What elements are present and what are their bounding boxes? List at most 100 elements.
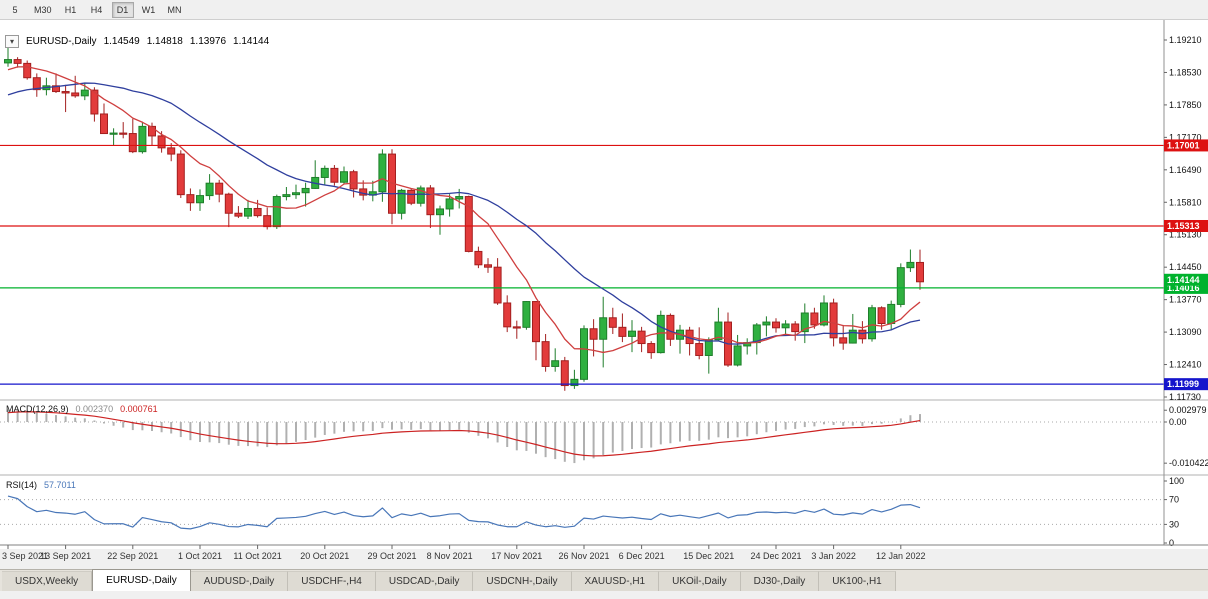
candle-body (493, 266, 502, 304)
timeframe-button-5[interactable]: 5 (12, 4, 18, 15)
candle-body (23, 62, 32, 79)
rsi-indicator-label: RSI(14) 57.7011 (6, 480, 76, 490)
candle-body (90, 89, 99, 115)
candle-body (829, 302, 838, 339)
candle-body (263, 215, 272, 228)
chart-tab-USDCNH-Daily[interactable]: USDCNH-,Daily (473, 571, 572, 591)
ohlc-close: 1.14144 (233, 36, 270, 47)
ma-slow-line (7, 82, 921, 345)
candle-body (292, 192, 300, 196)
date-axis-label: 1 Oct 2021 (178, 551, 222, 561)
candle-body (512, 326, 521, 329)
candle-body (800, 312, 809, 333)
candle-body (349, 171, 358, 190)
svg-text:1.17001: 1.17001 (1167, 140, 1200, 150)
chart-tabs-bar: USDX,Weekly EURUSD-,Daily AUDUSD-,Daily USD… (0, 569, 1208, 591)
horizontal-levels (0, 144, 1164, 385)
timeframe-button-W1[interactable]: W1 (141, 4, 156, 15)
rsi-panel: 100 70 30 0 (0, 476, 1184, 548)
candle-body (887, 303, 896, 324)
candle-body (599, 317, 608, 340)
price-chart-svg[interactable]: 1.19210 1.18530 1.17850 1.17170 1.16490 1.158… (0, 20, 1208, 569)
ma-fast-line (7, 66, 921, 354)
candle-body (128, 133, 137, 153)
candle-body (781, 323, 790, 329)
candle-body (695, 343, 704, 356)
candle-body (580, 328, 588, 380)
candle-body (272, 196, 281, 228)
candle-body (244, 207, 252, 217)
candle-body (868, 307, 876, 340)
candle-body (560, 360, 569, 387)
candle-body (551, 360, 560, 367)
macd-main-value: 0.002370 (75, 404, 114, 414)
svg-text:1.15313: 1.15313 (1167, 221, 1200, 231)
timeframe-button-H4[interactable]: H4 (90, 4, 103, 15)
candle-body (704, 339, 713, 356)
candle-body (877, 307, 886, 324)
date-axis-label: 13 Sep 2021 (40, 551, 91, 561)
price-axis-label: 1.15810 (1169, 197, 1202, 207)
window-bottom-strip (0, 591, 1208, 599)
date-axis-label: 12 Jan 2022 (876, 551, 926, 561)
candle-body (647, 343, 656, 354)
chart-tab-EURUSD-Daily[interactable]: EURUSD-,Daily (92, 569, 191, 591)
candle-body (330, 167, 339, 183)
candle-body (532, 301, 540, 343)
chart-tab-USDCHF-H4[interactable]: USDCHF-,H4 (288, 571, 376, 591)
timeframe-button-M30[interactable]: M30 (34, 4, 52, 15)
candle-body (916, 261, 924, 283)
candle-body (436, 208, 444, 216)
candle-body (426, 187, 435, 216)
date-axis-label: 22 Sep 2021 (107, 551, 158, 561)
candle-body (445, 198, 454, 210)
candle-body (397, 189, 406, 214)
candle-body (791, 323, 800, 333)
one-click-trading-collapse-icon[interactable]: ▾ (5, 35, 19, 48)
ohlc-low: 1.13976 (189, 36, 227, 47)
chart-tab-XAUUSD-H1[interactable]: XAUUSD-,H1 (571, 571, 660, 591)
chart-tab-UKOil-Daily[interactable]: UKOil-,Daily (659, 571, 741, 591)
date-axis-label: 3 Sep 2021 (2, 551, 48, 561)
rsi-axis-label: 30 (1169, 519, 1179, 529)
candle-body (762, 321, 771, 326)
macd-axis-label: -0.010422 (1169, 458, 1208, 468)
price-axis-label: 1.18530 (1169, 67, 1202, 77)
date-axis-label: 20 Oct 2021 (300, 551, 349, 561)
chart-tab-UK100-H1[interactable]: UK100-,H1 (819, 571, 896, 591)
date-axis-label: 17 Nov 2021 (491, 551, 542, 561)
price-axis-label: 1.17170 (1169, 132, 1202, 142)
candle-body (522, 301, 531, 328)
candle-body (848, 329, 857, 344)
chart-tab-AUDUSD-Daily[interactable]: AUDUSD-,Daily (190, 571, 289, 591)
candle-body (541, 341, 550, 367)
price-tag-1.17001: 1.17001 (1164, 139, 1208, 152)
ohlc-open: 1.14549 (103, 36, 140, 47)
candle-body (138, 125, 147, 153)
macd-indicator-label: MACD(12,26,9) 0.002370 0.000761 (6, 404, 158, 414)
candle-body (157, 135, 166, 149)
candle-body (215, 182, 224, 195)
candle-body (224, 193, 233, 214)
timeframe-button-D1[interactable]: D1 (111, 1, 134, 18)
candle-body (618, 326, 627, 337)
ohlc-high: 1.14818 (146, 36, 183, 47)
price-axis-label: 1.12410 (1169, 360, 1202, 370)
candle-body (4, 59, 12, 64)
chart-tab-USDCAD-Daily[interactable]: USDCAD-,Daily (375, 571, 474, 591)
candle-body (484, 264, 492, 268)
timeframe-button-H1[interactable]: H1 (64, 4, 77, 15)
macd-name: MACD(12,26,9) (6, 404, 69, 414)
candle-body (167, 147, 176, 155)
candle-body (253, 207, 262, 217)
price-axis-label: 1.13090 (1169, 327, 1202, 337)
chart-tab-USDX-Weekly[interactable]: USDX,Weekly (2, 571, 93, 591)
candle-body (772, 321, 780, 329)
chart-symbol-period: EURUSD-,Daily (26, 36, 97, 47)
rsi-axis-label: 0 (1169, 538, 1174, 548)
rsi-axis-label: 100 (1169, 476, 1184, 486)
date-axis-label: 8 Nov 2021 (427, 551, 473, 561)
chart-tab-DJ30-Daily[interactable]: DJ30-,Daily (740, 571, 820, 591)
timeframe-button-MN[interactable]: MN (167, 4, 182, 15)
